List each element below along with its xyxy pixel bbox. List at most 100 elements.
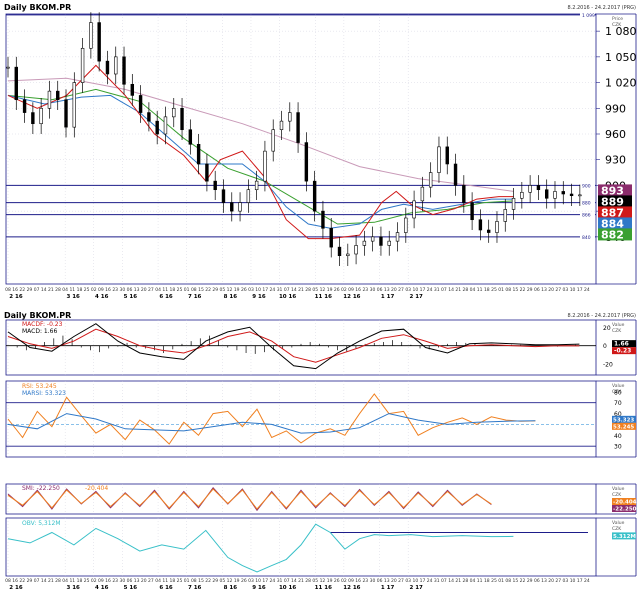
x-day-label: 22 [19, 287, 25, 293]
x-day-label: 26 [334, 578, 340, 584]
x-day-label: 05 [220, 287, 226, 293]
candle-body [130, 83, 135, 96]
x-month-label: 1 17 [381, 585, 395, 591]
x-day-label: 28 [462, 578, 468, 584]
level-label-bg [580, 182, 595, 189]
x-day-label: 30 [370, 578, 376, 584]
x-day-label: 24 [427, 578, 433, 584]
x-day-label: 09 [348, 578, 354, 584]
price-badge-value: 893 [601, 184, 624, 197]
x-day-label: 28 [305, 578, 311, 584]
x-month-label: 10 16 [279, 585, 296, 591]
x-day-label: 21 [298, 287, 304, 293]
x-day-label: 20 [548, 578, 554, 584]
x-day-label: 21 [48, 578, 54, 584]
smi-legend-signal: -20.404 [85, 485, 108, 492]
x-day-label: 03 [405, 578, 411, 584]
x-day-label: 11 [162, 287, 168, 293]
level-label: 866 [582, 213, 591, 219]
rsi-legend-marsi: MARSI: 53.323 [22, 390, 66, 397]
x-month-label: 8 16 [224, 294, 238, 300]
x-day-label: 31 [434, 578, 440, 584]
x-day-label: 02 [341, 287, 347, 293]
candle-body [80, 47, 85, 83]
x-day-label: 08 [505, 287, 511, 293]
price-tick-label: 990 [605, 102, 626, 115]
price-badge-value: 889 [601, 195, 624, 208]
candle-body [238, 202, 242, 212]
rsi-tick-label: 30 [614, 444, 622, 451]
x-day-label: 04 [470, 287, 476, 293]
x-day-label: 16 [355, 287, 361, 293]
candle-body [445, 146, 449, 165]
candle-body [503, 209, 507, 222]
indicator-title: Daily BKOM.PR [4, 311, 71, 320]
macd-line [7, 323, 580, 370]
x-day-label: 12 [227, 287, 233, 293]
x-day-label: 21 [455, 287, 461, 293]
price-tick-label: 1 020 [605, 77, 637, 90]
candle-body [511, 197, 516, 210]
candle-body [163, 116, 168, 135]
x-day-label: 22 [520, 287, 526, 293]
price-axis-caption: Price [612, 16, 623, 22]
candle-body [561, 191, 565, 195]
candle-body [478, 219, 483, 231]
x-month-label: 4 16 [95, 294, 109, 300]
price-badge [598, 228, 632, 241]
candle-body [188, 129, 193, 145]
smi-axis-caption: Value [612, 486, 625, 492]
smi-badge [612, 505, 636, 512]
candle-body [420, 186, 425, 202]
candle-body [395, 232, 400, 242]
macd-tick-label: -20 [603, 362, 613, 369]
x-month-label: 7 16 [188, 294, 202, 300]
x-day-label: 06 [377, 578, 383, 584]
indicator-date-range: 8.2.2016 - 24.2.2017 (PRG) [567, 313, 636, 319]
x-day-label: 19 [234, 287, 240, 293]
x-day-label: 03 [563, 287, 569, 293]
price-badge [598, 217, 632, 230]
x-day-label: 28 [462, 287, 468, 293]
x-day-label: 01 [184, 578, 190, 584]
candle-body [329, 227, 333, 248]
x-day-label: 05 [312, 287, 318, 293]
candle-body [486, 229, 491, 233]
x-day-label: 18 [77, 287, 83, 293]
x-month-label: 4 16 [95, 585, 109, 591]
macd-badge [612, 347, 636, 355]
x-day-label: 07 [284, 578, 290, 584]
price-frame [5, 13, 597, 285]
candle-body [528, 185, 532, 193]
level-label: 880 [582, 201, 591, 207]
x-day-label: 06 [377, 287, 383, 293]
moving-average-line [7, 64, 514, 240]
candle-body [536, 185, 541, 191]
x-month-label: 11 16 [315, 585, 332, 591]
x-day-label: 17 [420, 578, 426, 584]
x-day-label: 14 [291, 578, 297, 584]
rsi-tick-label: 80 [614, 389, 622, 396]
candle-body [254, 180, 259, 191]
x-day-label: 23 [112, 287, 118, 293]
x-month-label: 2 16 [9, 294, 23, 300]
x-day-label: 09 [98, 578, 104, 584]
x-day-label: 25 [177, 578, 183, 584]
candle-body [138, 95, 143, 113]
candle-body [22, 99, 27, 113]
candle-body [470, 202, 474, 221]
x-day-label: 24 [270, 287, 276, 293]
x-day-label: 29 [527, 287, 533, 293]
price-axis-caption: CZK [612, 22, 622, 28]
x-day-label: 13 [134, 578, 140, 584]
x-day-label: 06 [534, 287, 540, 293]
candle-body [64, 99, 68, 128]
candle-body [288, 112, 292, 122]
x-day-label: 15 [198, 578, 204, 584]
x-day-label: 14 [448, 287, 454, 293]
x-day-label: 10 [255, 287, 261, 293]
candle-body [6, 66, 10, 69]
rsi-legend-rsi: RSI: 53.245 [22, 383, 57, 390]
candle-body [147, 112, 151, 122]
